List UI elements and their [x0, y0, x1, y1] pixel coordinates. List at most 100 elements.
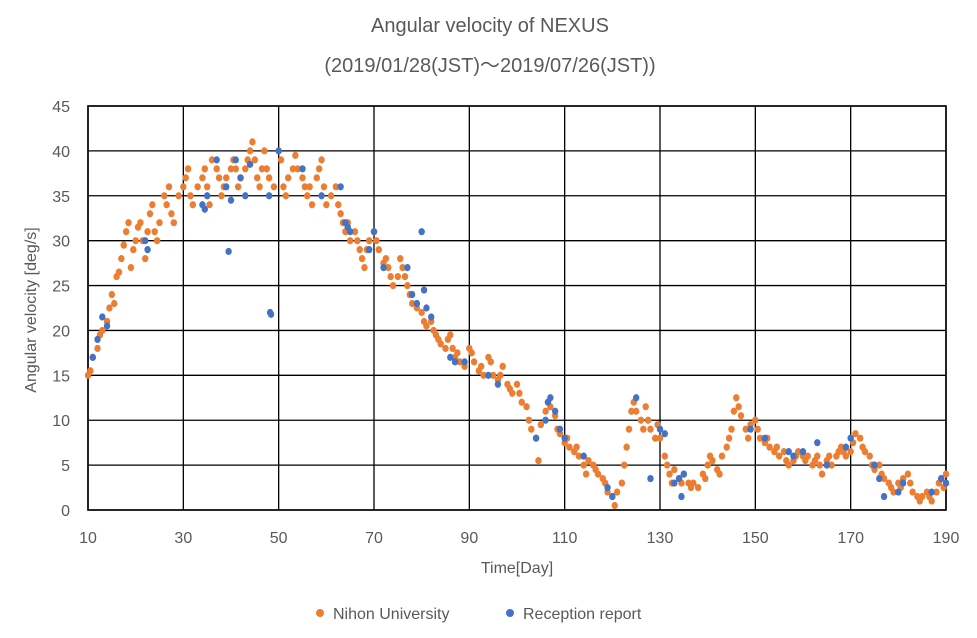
- data-point: [420, 286, 428, 294]
- data-point: [318, 156, 325, 164]
- data-point: [397, 255, 404, 263]
- data-point: [127, 264, 135, 272]
- data-point: [795, 448, 802, 456]
- data-point: [189, 201, 197, 209]
- data-point: [640, 425, 647, 433]
- data-point: [387, 272, 394, 281]
- data-point: [756, 434, 764, 442]
- data-point: [532, 434, 540, 442]
- y-tick-label: 10: [52, 413, 70, 430]
- x-tick-label: 190: [933, 530, 960, 547]
- data-point: [666, 470, 673, 478]
- legend-marker-nihon-university: [316, 609, 324, 617]
- data-point: [566, 443, 573, 451]
- data-point: [151, 228, 158, 236]
- data-point: [99, 313, 106, 321]
- data-point: [628, 407, 635, 415]
- data-point: [201, 205, 208, 213]
- data-point: [156, 219, 163, 227]
- data-point: [899, 479, 907, 487]
- data-point: [144, 228, 151, 236]
- data-point: [94, 344, 101, 352]
- series-nihon-university: [84, 138, 950, 510]
- data-point: [625, 425, 633, 433]
- data-point: [775, 452, 783, 460]
- data-point: [382, 255, 390, 263]
- data-point: [454, 349, 461, 357]
- data-point: [184, 165, 192, 173]
- data-point: [408, 299, 416, 308]
- data-point: [351, 228, 359, 236]
- series-layer: [84, 138, 950, 510]
- data-point: [928, 488, 935, 496]
- data-point: [814, 452, 821, 460]
- data-point: [609, 492, 616, 501]
- data-point: [294, 165, 301, 173]
- data-point: [263, 165, 270, 173]
- data-point: [447, 331, 454, 339]
- data-point: [206, 201, 213, 209]
- data-point: [242, 165, 249, 173]
- data-point: [404, 264, 411, 272]
- data-point: [468, 349, 475, 357]
- data-point: [404, 281, 411, 290]
- data-point: [299, 165, 306, 173]
- data-point: [582, 470, 590, 478]
- data-point: [478, 362, 485, 370]
- data-point: [523, 403, 530, 411]
- data-point: [246, 147, 254, 155]
- data-point: [213, 165, 220, 173]
- y-axis-label: Angular velocity [deg/s]: [23, 227, 40, 392]
- data-point: [277, 156, 285, 164]
- data-point: [942, 470, 950, 478]
- data-point: [709, 457, 716, 465]
- data-point: [375, 246, 382, 254]
- data-point: [799, 448, 807, 456]
- data-point: [146, 210, 154, 218]
- data-point: [399, 264, 406, 272]
- data-point: [551, 407, 559, 415]
- data-point: [742, 425, 749, 433]
- y-tick-label: 20: [52, 323, 70, 340]
- data-point: [766, 443, 773, 451]
- data-point: [356, 246, 363, 254]
- data-point: [280, 183, 287, 191]
- data-point: [346, 228, 354, 236]
- legend: Nihon University Reception report: [316, 606, 642, 623]
- data-point: [149, 201, 156, 209]
- data-point: [304, 192, 311, 200]
- data-point: [223, 174, 230, 182]
- data-point: [618, 479, 626, 487]
- data-point: [232, 165, 239, 173]
- data-point: [556, 425, 564, 433]
- data-point: [423, 322, 430, 330]
- data-point: [275, 147, 282, 155]
- data-point: [880, 492, 888, 501]
- x-tick-label: 110: [552, 530, 578, 547]
- data-point: [142, 237, 149, 245]
- data-point: [120, 241, 127, 249]
- data-point: [194, 183, 201, 191]
- data-point: [678, 492, 685, 501]
- plot-border: [87, 105, 947, 511]
- data-point: [106, 304, 113, 312]
- data-point: [118, 255, 125, 263]
- data-point: [621, 461, 628, 469]
- data-point: [337, 183, 344, 191]
- data-point: [246, 160, 254, 168]
- data-point: [265, 192, 273, 200]
- data-point: [542, 407, 549, 415]
- data-point: [573, 443, 580, 451]
- data-point: [218, 192, 225, 200]
- data-point: [251, 156, 259, 164]
- data-point: [428, 313, 435, 321]
- data-point: [168, 210, 175, 218]
- data-point: [847, 434, 854, 442]
- legend-marker-reception-report: [506, 609, 514, 617]
- data-point: [261, 147, 268, 155]
- data-point: [754, 425, 761, 433]
- data-point: [408, 290, 416, 299]
- data-point: [285, 174, 292, 182]
- x-tick-label: 130: [647, 530, 674, 547]
